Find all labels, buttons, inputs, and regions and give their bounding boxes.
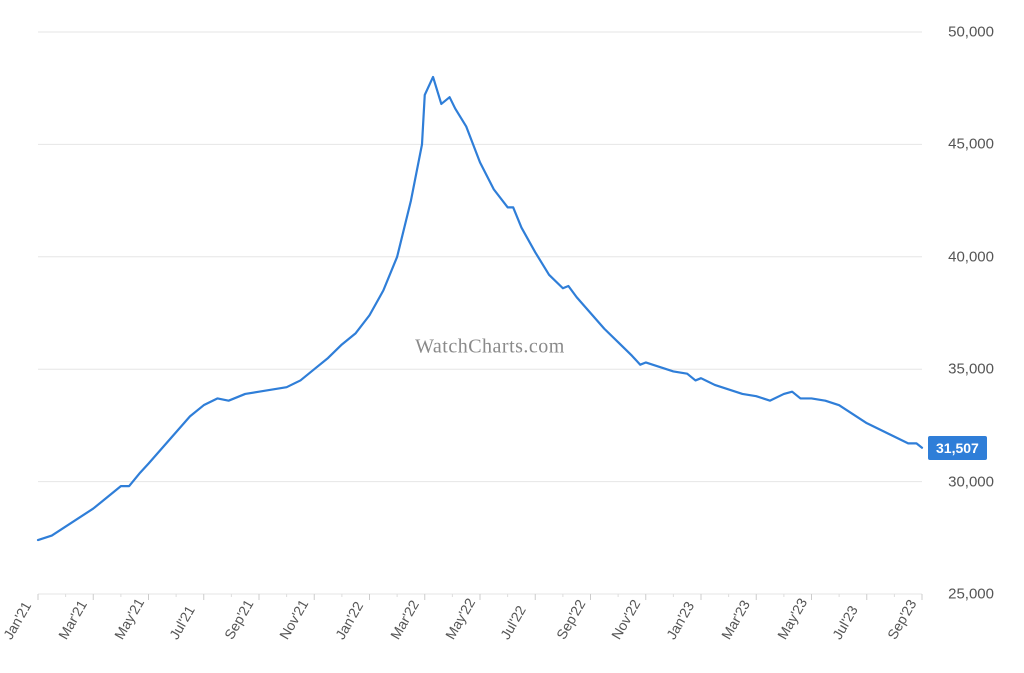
y-tick-label: 35,000 bbox=[948, 361, 994, 378]
y-tick-label: 25,000 bbox=[948, 586, 994, 603]
price-chart: WatchCharts.com 31,507 25,000 30,000 35,00… bbox=[0, 0, 1024, 673]
y-tick-label: 45,000 bbox=[948, 136, 994, 153]
y-tick-label: 40,000 bbox=[948, 248, 994, 265]
end-value-badge: 31,507 bbox=[928, 436, 987, 460]
y-tick-label: 50,000 bbox=[948, 24, 994, 41]
y-tick-label: 30,000 bbox=[948, 473, 994, 490]
watermark: WatchCharts.com bbox=[415, 335, 565, 358]
